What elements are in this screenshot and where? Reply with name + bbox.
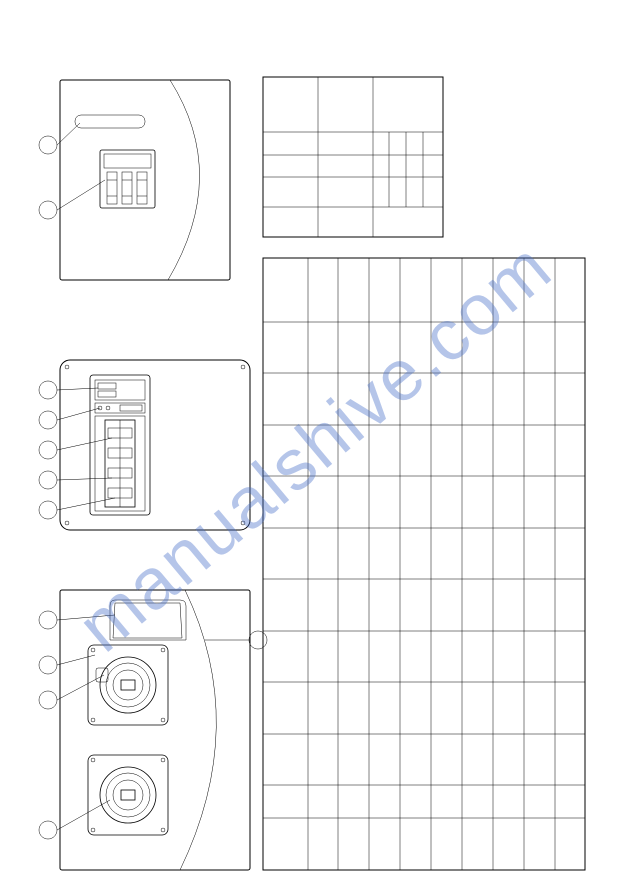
- small-table: [263, 77, 443, 237]
- top-panel: [39, 80, 230, 280]
- diagram-canvas: [0, 0, 629, 893]
- middle-panel: [39, 360, 250, 530]
- large-table: [263, 258, 585, 870]
- bottom-panel: [39, 590, 267, 870]
